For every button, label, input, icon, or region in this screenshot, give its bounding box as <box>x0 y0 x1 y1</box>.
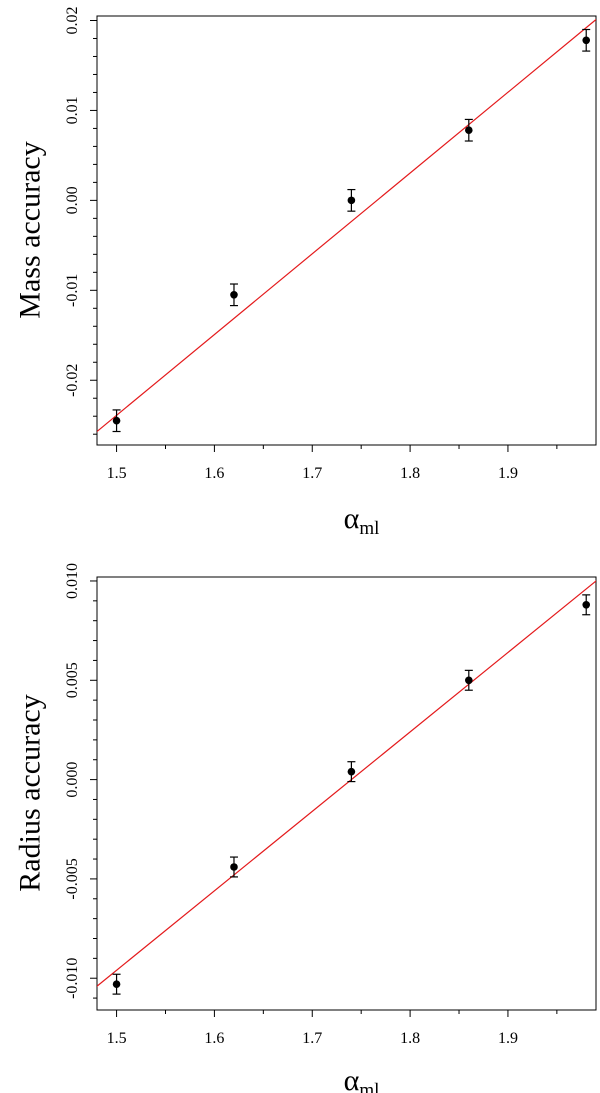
mass-x-axis-title-subscript: ml <box>359 518 379 539</box>
radius-plot: 1.5 1.6 1.7 1.8 1.9 -0.010 -0.005 0.000 0.005 0.0… <box>14 563 597 1093</box>
mass-data-point <box>112 416 121 425</box>
radius-x-tick-label: 1.7 <box>302 1030 322 1047</box>
radius-y-tick-label: -0.010 <box>64 958 81 999</box>
mass-y-tick-label: 0.00 <box>64 186 81 214</box>
radius-x-tick-label: 1.8 <box>400 1030 420 1047</box>
radius-fit-line <box>97 580 596 987</box>
mass-x-axis-title-symbol: α <box>344 502 360 535</box>
mass-fit-line <box>97 18 596 433</box>
radius-data-point <box>230 863 238 871</box>
mass-y-tick-label: 0.02 <box>64 6 81 34</box>
radius-data-point <box>465 676 473 685</box>
mass-x-tick-label: 1.5 <box>107 465 127 482</box>
mass-y-tick-label: 0.01 <box>64 96 81 124</box>
mass-data-point <box>347 196 356 205</box>
mass-data-point <box>582 36 591 45</box>
mass-plot-frame <box>96 15 597 446</box>
radius-x-tick-label: 1.9 <box>498 1030 518 1047</box>
mass-y-tick-label: -0.01 <box>64 274 81 307</box>
mass-plot: 1.5 1.6 1.7 1.8 1.9 -0.02 -0.01 0.00 0.01 0.02 αml… <box>14 6 597 539</box>
mass-x-tick-label: 1.6 <box>204 465 224 482</box>
radius-y-tick-label: -0.005 <box>64 858 81 899</box>
mass-data-point <box>465 126 473 135</box>
radius-x-axis-title: αml <box>344 1064 380 1093</box>
radius-data-point <box>582 601 591 609</box>
radius-y-axis-title: Radius accuracy <box>14 694 47 891</box>
mass-data-point <box>230 291 238 299</box>
radius-x-tick-label: 1.5 <box>107 1030 127 1047</box>
mass-x-tick-label: 1.8 <box>400 465 420 482</box>
radius-x-axis-title-symbol: α <box>344 1064 360 1093</box>
radius-data-point <box>112 980 121 988</box>
radius-data-point <box>347 767 356 776</box>
mass-y-axis-title: Mass accuracy <box>14 141 47 318</box>
mass-x-axis-title: αml <box>344 502 380 539</box>
radius-y-tick-label: 0.000 <box>64 762 81 798</box>
mass-x-tick-label: 1.9 <box>498 465 518 482</box>
radius-plot-frame <box>96 576 597 1011</box>
radius-x-tick-label: 1.6 <box>204 1030 224 1047</box>
mass-x-tick-label: 1.7 <box>302 465 322 482</box>
mass-y-tick-label: -0.02 <box>64 364 81 397</box>
radius-y-tick-label: 0.010 <box>64 563 81 599</box>
radius-x-axis-title-subscript: ml <box>359 1080 379 1093</box>
radius-y-tick-label: 0.005 <box>64 662 81 698</box>
